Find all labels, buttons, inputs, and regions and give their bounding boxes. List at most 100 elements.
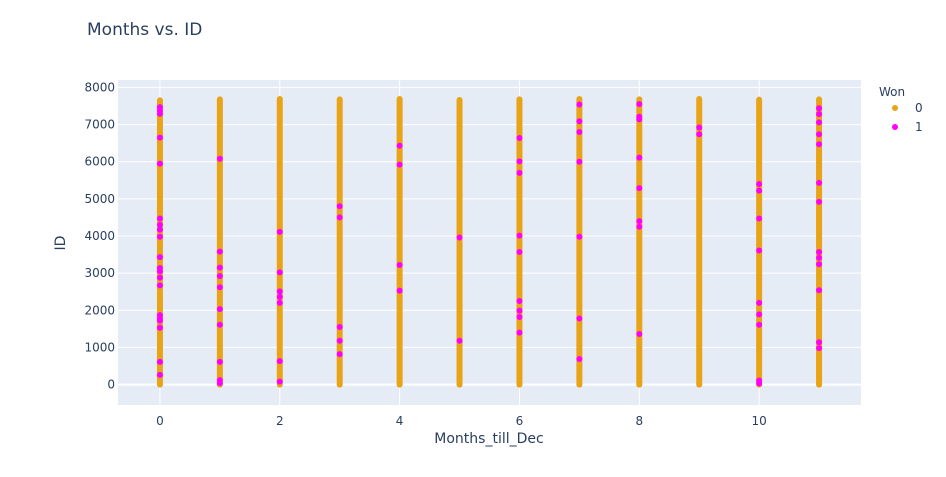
data-point-series-1	[216, 273, 223, 280]
data-point-series-1	[396, 161, 403, 168]
data-point-series-1	[576, 315, 583, 322]
data-point-series-1	[276, 358, 283, 365]
data-point-series-1	[816, 111, 823, 118]
data-point-series-1	[336, 203, 343, 210]
x-axis-title: Months_till_Dec	[434, 431, 543, 447]
data-point-series-1	[516, 232, 523, 239]
data-point-series-1	[516, 134, 523, 141]
x-tick-label: 0	[156, 414, 164, 428]
data-point-series-1	[156, 134, 163, 141]
data-point-series-1	[216, 248, 223, 255]
data-point-series-1	[696, 124, 703, 131]
y-tick-label: 3000	[84, 266, 115, 280]
point-column-series-0	[336, 96, 343, 388]
data-point-series-1	[336, 337, 343, 344]
point-column-series-0	[636, 96, 643, 388]
data-point-series-1	[156, 371, 163, 378]
data-point-series-1	[396, 261, 403, 268]
data-point-series-1	[756, 187, 763, 194]
point-column-series-0	[816, 96, 823, 388]
data-point-series-1	[816, 248, 823, 255]
data-point-series-1	[636, 185, 643, 192]
data-point-series-1	[636, 223, 643, 230]
data-point-series-1	[516, 158, 523, 165]
data-point-series-1	[216, 264, 223, 271]
x-tick-label: 2	[276, 414, 284, 428]
data-point-series-1	[276, 299, 283, 306]
legend-label: 1	[915, 120, 923, 134]
data-point-series-1	[156, 160, 163, 167]
data-point-series-1	[816, 261, 823, 268]
legend-item-0[interactable]: 0	[892, 101, 923, 115]
point-column-series-0	[216, 96, 223, 388]
y-tick-label: 6000	[84, 155, 115, 169]
data-point-series-1	[816, 254, 823, 261]
data-point-series-1	[456, 337, 463, 344]
data-point-series-1	[216, 321, 223, 328]
data-point-series-1	[636, 331, 643, 338]
data-point-series-1	[156, 282, 163, 289]
data-point-series-1	[336, 324, 343, 330]
x-axis-tick-labels: 0 2 4 6 8 10	[156, 414, 767, 428]
data-point-series-1	[156, 110, 163, 117]
data-point-series-1	[336, 214, 343, 221]
data-point-series-1	[216, 358, 223, 365]
point-column-series-0	[576, 95, 583, 388]
data-point-series-1	[156, 221, 163, 228]
x-tick-label: 10	[751, 414, 766, 428]
y-tick-label: 8000	[84, 80, 115, 94]
data-point-series-1	[576, 355, 583, 362]
legend: Won 0 1	[879, 85, 923, 134]
data-point-series-1	[816, 179, 823, 186]
data-point-series-1	[276, 378, 283, 385]
data-point-series-1	[816, 345, 823, 352]
data-point-series-1	[576, 118, 583, 125]
data-point-series-1	[156, 268, 163, 275]
data-point-series-1	[576, 101, 583, 108]
y-tick-label: 7000	[84, 118, 115, 132]
data-point-series-1	[816, 119, 823, 126]
data-point-series-1	[516, 313, 523, 320]
data-point-series-1	[636, 116, 643, 123]
data-point-series-1	[576, 233, 583, 240]
data-point-series-1	[276, 228, 283, 235]
data-point-series-1	[816, 131, 823, 138]
y-axis-tick-labels: 0 1000 2000 3000 4000 5000 6000 7000 8000	[84, 80, 115, 391]
data-point-series-1	[156, 317, 163, 324]
data-point-series-1	[816, 287, 823, 294]
data-point-series-1	[816, 105, 823, 112]
data-point-series-1	[636, 218, 643, 225]
legend-marker	[892, 124, 898, 130]
data-point-series-1	[756, 380, 763, 387]
legend-label: 0	[915, 101, 923, 115]
data-point-series-1	[756, 247, 763, 254]
data-point-series-1	[576, 129, 583, 135]
data-point-series-1	[156, 324, 163, 331]
data-point-series-1	[156, 226, 163, 233]
data-point-series-1	[816, 198, 823, 205]
plot-background	[118, 80, 861, 405]
x-tick-label: 6	[516, 414, 524, 428]
legend-item-1[interactable]: 1	[892, 120, 923, 134]
y-tick-label: 4000	[84, 229, 115, 243]
data-point-series-1	[336, 351, 343, 358]
data-point-series-1	[156, 233, 163, 240]
point-column-series-0	[696, 95, 703, 388]
data-point-series-1	[156, 254, 163, 261]
data-point-series-1	[756, 215, 763, 222]
data-point-series-1	[276, 293, 283, 300]
y-tick-label: 0	[107, 378, 115, 392]
y-tick-label: 1000	[84, 340, 115, 354]
data-point-series-1	[276, 288, 283, 295]
point-column-series-0	[276, 95, 283, 388]
data-point-series-1	[516, 248, 523, 255]
data-point-series-1	[636, 154, 643, 161]
data-point-series-1	[516, 169, 523, 176]
y-tick-label: 2000	[84, 303, 115, 317]
data-point-series-1	[816, 141, 823, 148]
data-point-series-1	[516, 329, 523, 336]
legend-title: Won	[879, 85, 905, 99]
data-point-series-1	[396, 142, 403, 149]
data-point-series-1	[756, 181, 763, 187]
